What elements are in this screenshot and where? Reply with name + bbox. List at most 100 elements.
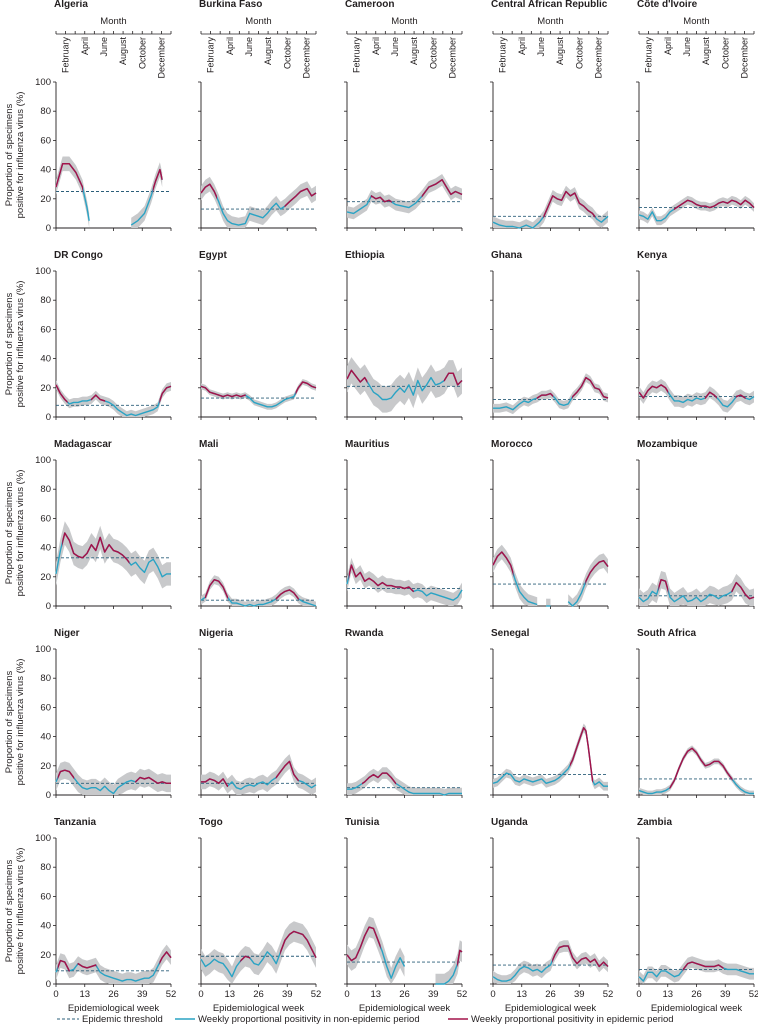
y-tick-label: 0 xyxy=(46,412,51,423)
x-tick-label: 39 xyxy=(282,989,293,1000)
panel-title: South Africa xyxy=(637,628,697,639)
panel-title: Tunisia xyxy=(345,817,380,828)
month-label: October xyxy=(137,37,147,69)
x-tick-label: 39 xyxy=(720,989,731,1000)
month-label: December xyxy=(739,37,749,79)
panel-title: Egypt xyxy=(199,250,227,261)
y-tick-label: 20 xyxy=(40,194,51,205)
confidence-band xyxy=(131,162,163,228)
panel-senegal: Senegal xyxy=(490,628,609,798)
confidence-band xyxy=(347,767,462,795)
month-label: October xyxy=(574,37,584,69)
confidence-band xyxy=(347,916,405,984)
epidemic-series-line xyxy=(569,727,594,784)
x-tick-label: 13 xyxy=(662,989,673,1000)
panel-title: Uganda xyxy=(491,817,528,828)
confidence-band xyxy=(56,521,171,589)
confidence-band xyxy=(493,940,608,984)
y-tick-label: 100 xyxy=(35,833,51,844)
panel-title: Kenya xyxy=(637,250,667,261)
confidence-band xyxy=(639,379,754,413)
month-label: December xyxy=(447,37,457,79)
x-tick-label: 39 xyxy=(574,989,585,1000)
x-axis-title: Epidemiological week xyxy=(651,1003,743,1014)
panel-title: Ethiopia xyxy=(345,250,385,261)
x-tick-label: 52 xyxy=(603,989,614,1000)
confidence-band xyxy=(347,557,462,606)
month-label: April xyxy=(517,37,527,55)
panel-title: Senegal xyxy=(491,628,530,639)
y-tick-label: 0 xyxy=(46,601,51,612)
x-axis-title: Epidemiological week xyxy=(505,1003,597,1014)
non-epidemic-series-line xyxy=(55,384,172,417)
month-label: December xyxy=(156,37,166,79)
legend-threshold-label: Epidemic threshold xyxy=(82,1014,163,1025)
month-label: April xyxy=(663,37,673,55)
month-axis-title: Month xyxy=(391,16,417,27)
x-tick-label: 52 xyxy=(749,989,758,1000)
month-label: June xyxy=(390,37,400,57)
y-tick-label: 60 xyxy=(40,513,51,524)
panel-dr-congo: DR Congo 0 20 40 60 80 100 xyxy=(35,250,172,423)
confidence-band xyxy=(201,921,316,984)
y-tick-label: 20 xyxy=(40,383,51,394)
y-axis-title-line: Proportion of specimens xyxy=(4,860,15,963)
panel-cameroon: Cameroon Month February April June August Octo… xyxy=(344,0,463,231)
epidemic-series-line xyxy=(669,747,733,789)
y-tick-label: 100 xyxy=(35,77,51,88)
panel-egypt: Egypt xyxy=(198,250,317,420)
y-tick-label: 80 xyxy=(40,862,51,873)
panel-title: Algeria xyxy=(54,0,88,10)
x-tick-label: 26 xyxy=(691,989,702,1000)
confidence-band xyxy=(435,940,462,984)
month-axis-title: Month xyxy=(245,16,271,27)
panel-south-africa: South Africa xyxy=(636,628,755,798)
y-tick-label: 60 xyxy=(40,891,51,902)
y-tick-label: 100 xyxy=(35,455,51,466)
month-label: April xyxy=(80,37,90,55)
epidemic-series-line xyxy=(543,190,596,219)
month-label: August xyxy=(409,37,419,66)
y-axis-title-row-2: Proportion of specimens positive for infl… xyxy=(4,281,26,408)
epidemic-series-line xyxy=(361,772,397,785)
month-label: February xyxy=(644,37,654,74)
panel-title: Zambia xyxy=(637,817,672,828)
y-tick-label: 80 xyxy=(40,295,51,306)
panel-tanzania: Tanzania 0 20 40 60 80 100 0 13 26 39 52 Epidemiolog… xyxy=(35,817,176,1014)
month-label: October xyxy=(720,37,730,69)
confidence-band xyxy=(639,956,754,984)
x-tick-label: 0 xyxy=(344,989,349,1000)
panel-central-african-republic: Central African Republic Month February Apr… xyxy=(490,0,609,231)
x-tick-label: 52 xyxy=(457,989,468,1000)
y-axis-title-line: Proportion of specimens xyxy=(4,671,15,774)
month-label: June xyxy=(682,37,692,57)
panel-madagascar: Madagascar 0 20 40 60 80 100 xyxy=(35,439,172,612)
month-label: August xyxy=(118,37,128,66)
month-label: April xyxy=(371,37,381,55)
y-axis-title-line: positive for influenza virus (%) xyxy=(15,659,26,786)
panel-title: Central African Republic xyxy=(491,0,608,10)
month-label: April xyxy=(225,37,235,55)
y-axis-title-line: Proportion of specimens xyxy=(4,104,15,207)
panel-title: Cameroon xyxy=(345,0,394,10)
x-tick-label: 13 xyxy=(224,989,235,1000)
x-tick-label: 13 xyxy=(516,989,527,1000)
y-tick-label: 60 xyxy=(40,135,51,146)
y-axis-title-row-4: Proportion of specimens positive for infl… xyxy=(4,659,26,786)
panel-title: Mauritius xyxy=(345,439,390,450)
x-axis-title: Epidemiological week xyxy=(68,1003,160,1014)
panel-ghana: Ghana xyxy=(490,250,609,420)
panel-title: Ghana xyxy=(491,250,523,261)
panel-title: Morocco xyxy=(491,439,533,450)
month-label: October xyxy=(428,37,438,69)
epidemic-series-line xyxy=(682,961,724,972)
month-label: June xyxy=(536,37,546,57)
y-axis-title-row-3: Proportion of specimens positive for infl… xyxy=(4,470,26,597)
confidence-band xyxy=(201,176,316,228)
epidemic-series-line xyxy=(62,532,130,565)
y-axis-title-row-5: Proportion of specimens positive for infl… xyxy=(4,848,26,975)
confidence-band xyxy=(56,156,90,228)
y-axis-title-row-1: Proportion of specimens positive for infl… xyxy=(4,92,26,219)
panel-title: Mozambique xyxy=(637,439,698,450)
